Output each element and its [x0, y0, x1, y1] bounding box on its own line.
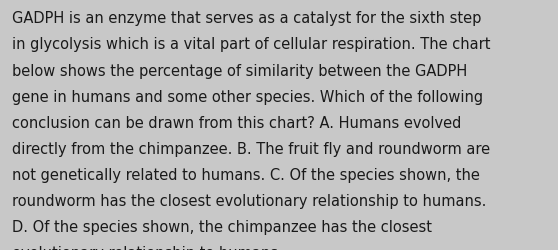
- Text: in glycolysis which is a vital part of cellular respiration. The chart: in glycolysis which is a vital part of c…: [12, 37, 491, 52]
- Text: roundworm has the closest evolutionary relationship to humans.: roundworm has the closest evolutionary r…: [12, 193, 487, 208]
- Text: not genetically related to humans. C. Of the species shown, the: not genetically related to humans. C. Of…: [12, 167, 480, 182]
- Text: gene in humans and some other species. Which of the following: gene in humans and some other species. W…: [12, 89, 483, 104]
- Text: D. Of the species shown, the chimpanzee has the closest: D. Of the species shown, the chimpanzee …: [12, 219, 432, 234]
- Text: evolutionary relationship to humans.: evolutionary relationship to humans.: [12, 245, 283, 250]
- Text: below shows the percentage of similarity between the GADPH: below shows the percentage of similarity…: [12, 63, 468, 78]
- Text: GADPH is an enzyme that serves as a catalyst for the sixth step: GADPH is an enzyme that serves as a cata…: [12, 11, 482, 26]
- Text: conclusion can be drawn from this chart? A. Humans evolved: conclusion can be drawn from this chart?…: [12, 115, 461, 130]
- Text: directly from the chimpanzee. B. The fruit fly and roundworm are: directly from the chimpanzee. B. The fru…: [12, 141, 490, 156]
